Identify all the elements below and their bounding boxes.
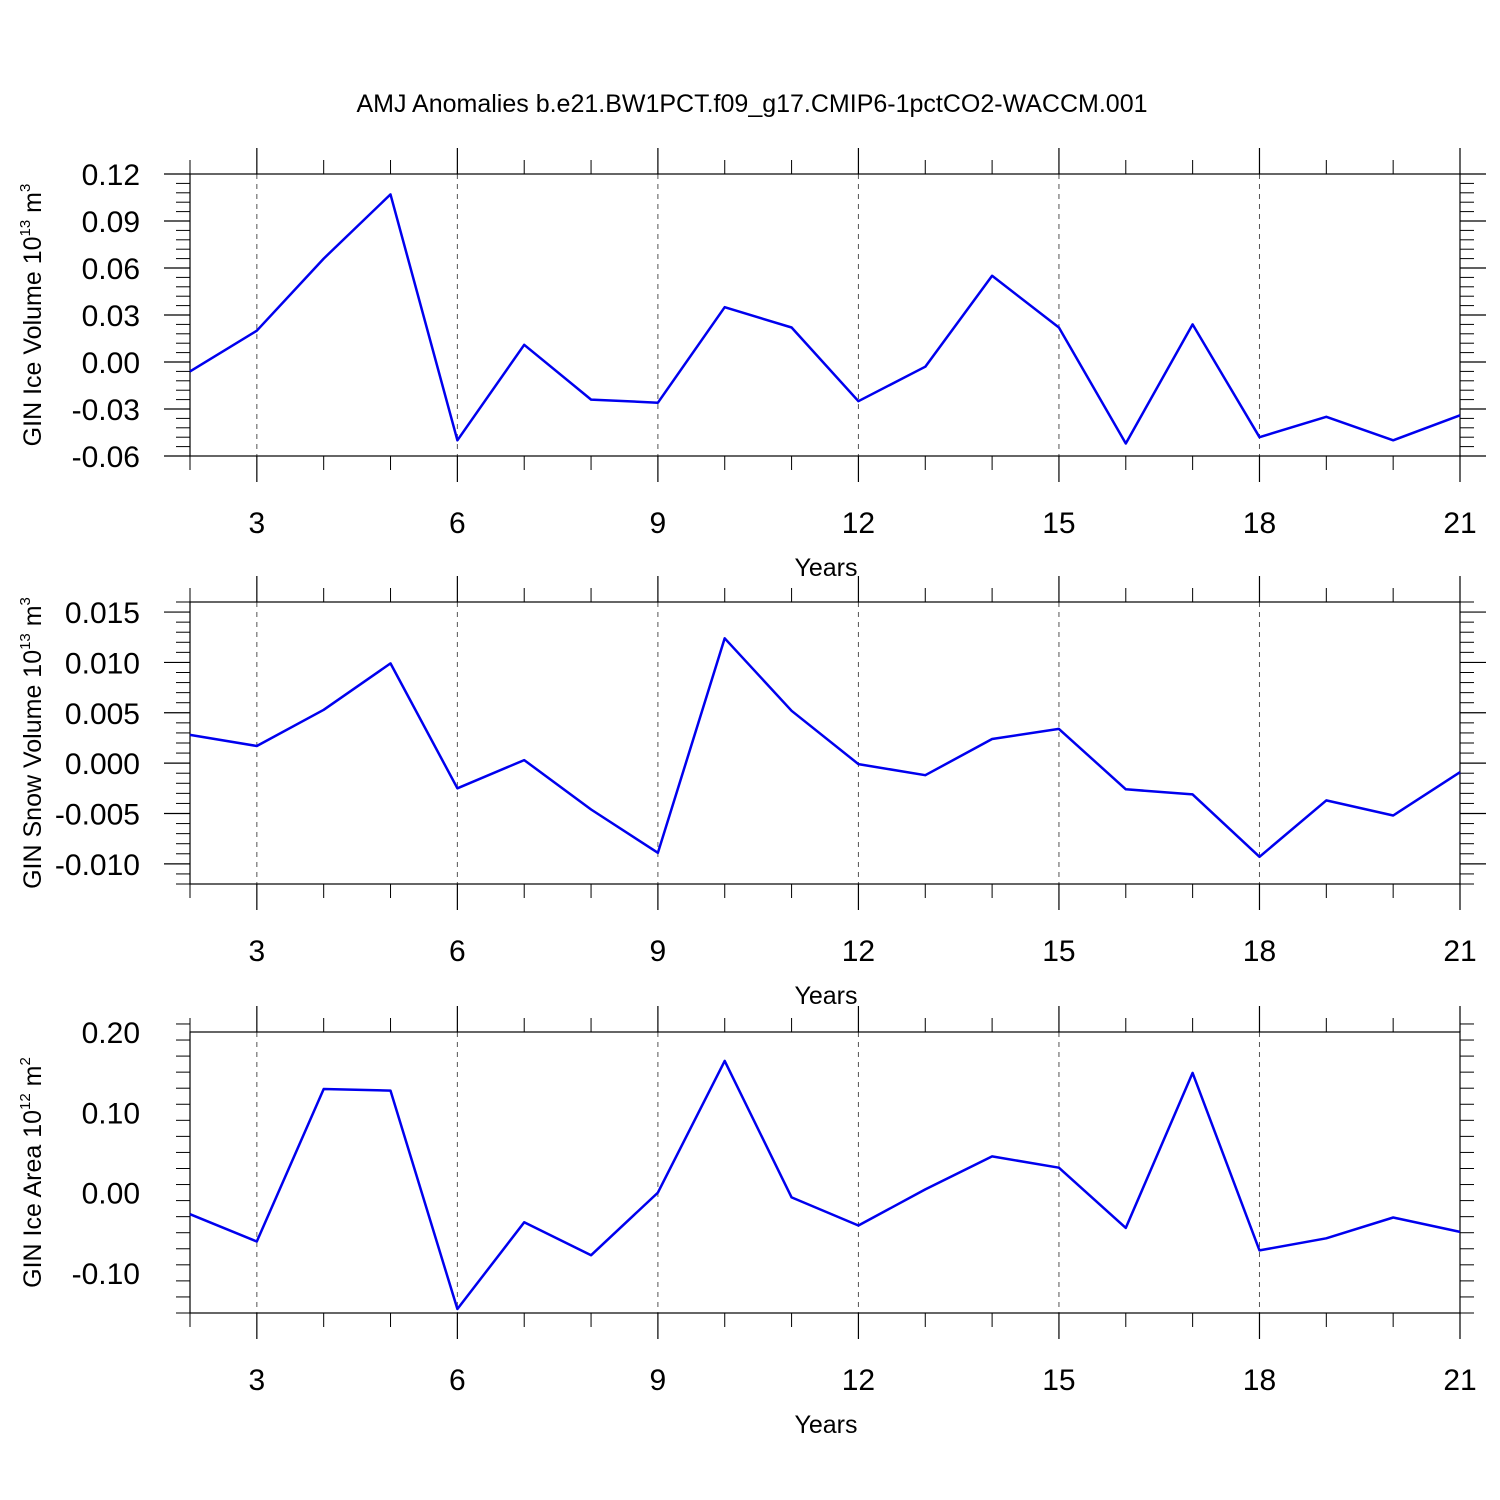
y-tick-label: -0.005: [55, 799, 140, 832]
y-tick-label: -0.010: [55, 849, 140, 882]
x-tick-label: 6: [449, 1364, 466, 1397]
figure-title: AMJ Anomalies b.e21.BW1PCT.f09_g17.CMIP6…: [356, 90, 1147, 118]
x-tick-label: 9: [650, 1364, 667, 1397]
y-axis-label-unit: m: [19, 192, 47, 220]
y-axis-label: GIN Snow Volume 1013 m3: [17, 597, 47, 889]
x-tick-label: 3: [248, 507, 265, 540]
x-axis-label: Years: [794, 982, 857, 1010]
x-tick-label: 3: [248, 935, 265, 968]
y-tick-label: 0.10: [82, 1097, 140, 1130]
x-tick-label: 18: [1243, 935, 1276, 968]
y-tick-label: -0.10: [72, 1258, 140, 1291]
y-axis-label-unit-exponent: 3: [17, 597, 34, 605]
x-tick-label: 3: [248, 1364, 265, 1397]
panels: 3 6 9 12 15 18 21 Years -0.06 -0.03 0.00 0.03 0.06 0.…: [17, 148, 1486, 1439]
panel-3: 3 6 9 12 15 18 21 Years -0.10 0.00 0.10 0.20 GIN Ice…: [17, 1006, 1477, 1439]
y-tick-label: -0.06: [72, 441, 140, 474]
x-tick-label: 9: [650, 507, 667, 540]
x-tick-label: 15: [1042, 935, 1075, 968]
x-tick-label: 6: [449, 507, 466, 540]
y-axis-label-exponent: 13: [17, 633, 34, 650]
x-axis-label: Years: [794, 554, 857, 582]
y-axis-label-unit-exponent: 3: [17, 184, 34, 192]
y-tick-label: 0.09: [82, 206, 140, 239]
y-axis-label-unit-exponent: 2: [17, 1057, 34, 1065]
panel-2: 3 6 9 12 15 18 21 Years -0.010 -0.005 0.000 0.005 0.…: [17, 576, 1486, 1010]
x-tick-label: 21: [1443, 507, 1476, 540]
y-axis-label-main: GIN Snow Volume 10: [19, 650, 47, 889]
y-tick-label: 0.015: [65, 597, 140, 630]
y-axis-label: GIN Ice Volume 1013 m3: [17, 184, 47, 447]
x-axis-label: Years: [794, 1411, 857, 1439]
x-tick-label: 15: [1042, 507, 1075, 540]
x-tick-label: 9: [650, 935, 667, 968]
y-tick-label: 0.005: [65, 698, 140, 731]
y-axis-label-exponent: 13: [17, 220, 34, 237]
x-tick-label: 21: [1443, 935, 1476, 968]
x-tick-label: 18: [1243, 1364, 1276, 1397]
y-tick-label: 0.03: [82, 300, 140, 333]
plot-frame: [189, 1031, 1461, 1314]
x-tick-label: 21: [1443, 1364, 1476, 1397]
x-tick-label: 6: [449, 935, 466, 968]
y-tick-label: 0.06: [82, 253, 140, 286]
y-axis-label-unit: m: [19, 605, 47, 633]
y-axis-label-main: GIN Ice Area 10: [19, 1110, 47, 1288]
y-axis-label: GIN Ice Area 1012 m2: [17, 1057, 47, 1288]
series-line: [189, 193, 1461, 445]
x-tick-label: 12: [842, 507, 875, 540]
y-tick-label: 0.00: [82, 1178, 140, 1211]
y-tick-label: 0.20: [82, 1017, 140, 1050]
y-tick-label: 0.00: [82, 347, 140, 380]
x-tick-label: 12: [842, 1364, 875, 1397]
series-line: [189, 1059, 1461, 1311]
series-line: [189, 637, 1461, 859]
x-tick-label: 18: [1243, 507, 1276, 540]
y-axis-label-exponent: 12: [17, 1093, 34, 1110]
y-axis-label-main: GIN Ice Volume 10: [19, 236, 47, 446]
y-tick-label: 0.12: [82, 159, 140, 192]
x-tick-label: 12: [842, 935, 875, 968]
y-axis-label-unit: m: [19, 1066, 47, 1094]
y-tick-label: 0.010: [65, 647, 140, 680]
y-tick-label: -0.03: [72, 394, 140, 427]
panel-1: 3 6 9 12 15 18 21 Years -0.06 -0.03 0.00 0.03 0.06 0.…: [17, 148, 1486, 582]
x-tick-label: 15: [1042, 1364, 1075, 1397]
y-tick-label: 0.000: [65, 748, 140, 781]
